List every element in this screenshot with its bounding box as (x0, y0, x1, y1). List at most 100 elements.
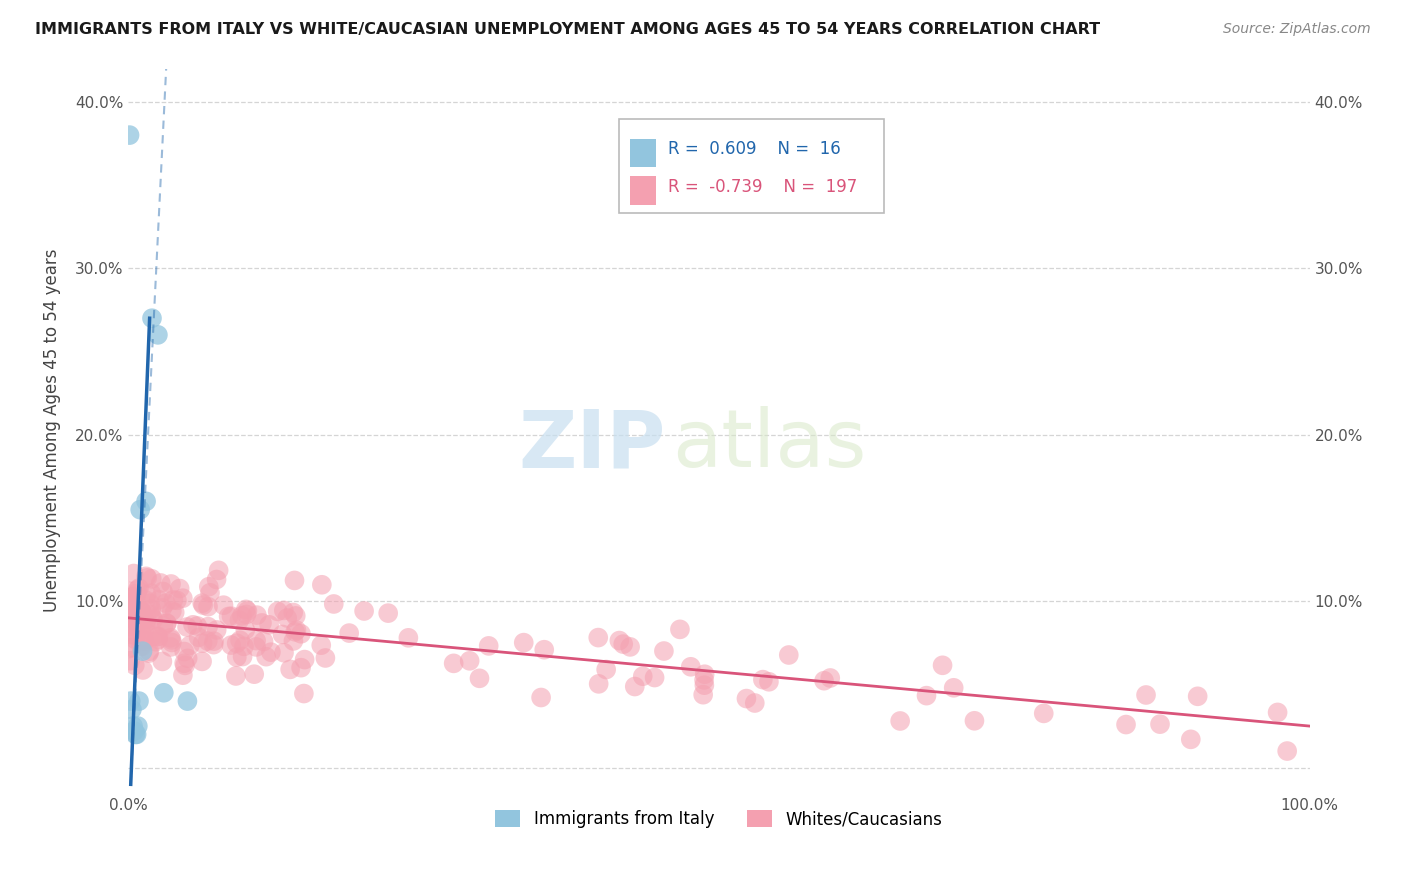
Point (181, 617, 204, 632)
Point (173, 657, 195, 671)
Point (254, 649, 277, 664)
Point (283, 606, 305, 620)
Point (128, 609, 150, 624)
Point (148, 632, 170, 647)
Point (197, 634, 219, 648)
Point (219, 638, 242, 652)
Point (121, 612, 143, 626)
Point (284, 624, 307, 639)
FancyBboxPatch shape (619, 120, 884, 213)
Point (218, 609, 240, 624)
Point (693, 678, 716, 692)
Point (124, 658, 146, 673)
Point (135, 615, 157, 630)
Point (193, 598, 215, 612)
Point (163, 606, 186, 620)
Point (1180, 732, 1202, 747)
Point (148, 592, 170, 607)
Point (146, 327, 169, 342)
Point (311, 578, 333, 592)
Point (931, 658, 953, 673)
Point (246, 608, 269, 623)
Point (135, 588, 157, 602)
Point (152, 600, 174, 615)
Point (129, 502, 152, 516)
Point (225, 669, 247, 683)
Point (172, 668, 194, 682)
Point (612, 637, 634, 651)
Point (120, 694, 142, 708)
Point (128, 613, 150, 627)
Point (752, 673, 775, 687)
Point (478, 639, 501, 653)
Point (252, 634, 274, 648)
Point (132, 663, 155, 677)
Text: ZIP: ZIP (519, 406, 666, 484)
Point (588, 677, 610, 691)
Point (127, 719, 149, 733)
Point (693, 673, 716, 687)
Point (233, 640, 256, 654)
Point (118, 128, 141, 142)
Point (396, 631, 419, 645)
Point (533, 642, 555, 657)
Point (129, 640, 152, 654)
Point (176, 694, 198, 708)
Point (118, 584, 141, 599)
Point (273, 646, 295, 660)
Point (314, 651, 336, 665)
Point (250, 615, 273, 630)
Point (679, 660, 702, 674)
Point (176, 620, 198, 634)
Point (813, 673, 835, 688)
Point (141, 602, 163, 616)
Point (124, 632, 146, 647)
Point (644, 671, 666, 685)
Point (169, 582, 191, 596)
Point (1032, 706, 1054, 721)
Point (145, 634, 167, 648)
Point (758, 674, 780, 689)
Point (176, 651, 198, 665)
Point (609, 633, 631, 648)
Point (118, 627, 141, 641)
Y-axis label: Unemployment Among Ages 45 to 54 years: Unemployment Among Ages 45 to 54 years (44, 249, 60, 612)
Point (1187, 690, 1209, 704)
Point (128, 694, 150, 708)
Point (1135, 688, 1157, 702)
Point (294, 652, 316, 666)
Point (159, 631, 181, 645)
Point (174, 658, 197, 673)
Point (148, 629, 170, 643)
Point (125, 586, 148, 600)
Point (443, 657, 465, 671)
Point (652, 644, 675, 658)
Point (135, 494, 157, 508)
Point (1115, 717, 1137, 731)
Point (120, 619, 142, 633)
Point (266, 604, 288, 618)
Point (243, 667, 266, 681)
Point (283, 634, 305, 648)
Point (166, 593, 188, 607)
Point (693, 667, 716, 681)
Point (197, 620, 219, 634)
Point (143, 628, 166, 642)
Point (121, 640, 143, 655)
Legend: Immigrants from Italy, Whites/Caucasians: Immigrants from Italy, Whites/Caucasians (489, 804, 949, 835)
Point (337, 626, 360, 640)
Point (131, 626, 153, 640)
Point (122, 719, 145, 733)
Point (162, 592, 184, 607)
Point (271, 627, 294, 641)
Point (260, 645, 283, 659)
Point (232, 649, 254, 664)
Point (245, 640, 267, 654)
Point (942, 681, 965, 695)
Point (778, 648, 800, 662)
Point (172, 591, 194, 606)
Point (150, 655, 173, 669)
Point (160, 604, 183, 618)
Point (273, 603, 295, 617)
Point (235, 602, 257, 616)
